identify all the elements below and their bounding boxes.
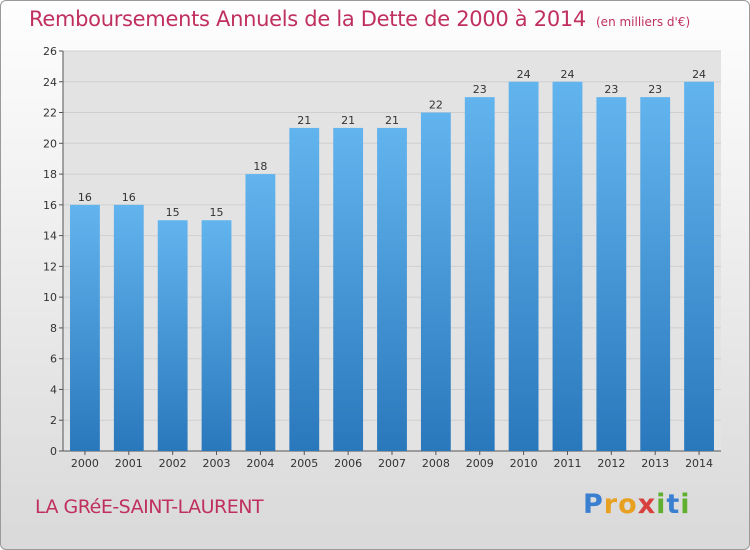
- data-label: 16: [78, 191, 92, 204]
- data-label: 24: [517, 68, 531, 81]
- bar-2002: [157, 220, 188, 451]
- bars: [70, 81, 714, 452]
- x-tick-label: 2011: [553, 457, 581, 470]
- data-label: 22: [429, 99, 443, 112]
- bar-2009: [464, 97, 495, 452]
- y-tick-label: 10: [43, 291, 57, 304]
- bar-2011: [552, 81, 583, 452]
- chart-title: Remboursements Annuels de la Dette de 20…: [29, 7, 690, 31]
- x-tick-label: 2004: [246, 457, 274, 470]
- data-labels: 16 16 15 15 18 21 21 21 22 23 24 24 23 23 24: [78, 68, 706, 219]
- data-label: 21: [341, 114, 355, 127]
- bar-2006: [333, 127, 364, 451]
- y-tick-label: 22: [43, 107, 57, 120]
- x-tick-label: 2008: [422, 457, 450, 470]
- y-tick-label: 14: [43, 230, 57, 243]
- y-tick-label: 8: [50, 322, 57, 335]
- bar-2012: [596, 97, 627, 452]
- y-tick-label: 18: [43, 168, 57, 181]
- x-tick-label: 2006: [334, 457, 362, 470]
- logo-letter: i: [680, 489, 691, 520]
- bar-2003: [201, 220, 232, 451]
- logo-letter: x: [637, 489, 657, 520]
- bar-2005: [289, 127, 320, 451]
- x-tick-label: 2010: [510, 457, 538, 470]
- bar-2007: [377, 127, 407, 451]
- data-label: 24: [560, 68, 574, 81]
- data-label: 18: [253, 160, 267, 173]
- chart-title-text: Remboursements Annuels de la Dette de 20…: [29, 7, 586, 31]
- x-tick-label: 2005: [290, 457, 318, 470]
- data-label: 24: [692, 68, 706, 81]
- logo-letter: t: [666, 489, 681, 520]
- y-tick-label: 2: [50, 414, 57, 427]
- data-label: 21: [385, 114, 399, 127]
- data-label: 15: [210, 206, 224, 219]
- x-tick-label: 2002: [159, 457, 187, 470]
- y-tick-label: 20: [43, 137, 57, 150]
- data-label: 16: [122, 191, 136, 204]
- chart-unit: (en milliers d'€): [596, 15, 691, 29]
- x-tick-label: 2001: [115, 457, 143, 470]
- bar-2001: [113, 204, 144, 451]
- x-tick-label: 2007: [378, 457, 406, 470]
- bar-2008: [420, 112, 451, 452]
- bar-2010: [508, 81, 539, 452]
- bar-2013: [640, 97, 671, 452]
- bar-2000: [70, 204, 100, 451]
- data-label: 23: [648, 83, 662, 96]
- logo-letter: P: [583, 489, 604, 520]
- bar-2004: [245, 174, 276, 452]
- y-tick-label: 0: [50, 445, 57, 458]
- logo-letter: o: [618, 489, 638, 520]
- data-label: 21: [297, 114, 311, 127]
- x-tick-label: 2003: [203, 457, 231, 470]
- logo-letter: r: [603, 489, 619, 520]
- y-tick-label: 6: [50, 353, 57, 366]
- bar-2014: [684, 81, 714, 452]
- proxiti-logo[interactable]: Proxiti: [583, 489, 691, 520]
- data-label: 23: [473, 83, 487, 96]
- logo-letter: i: [656, 489, 667, 520]
- y-tick-label: 12: [43, 260, 57, 273]
- y-tick-label: 26: [43, 45, 57, 58]
- x-tick-label: 2014: [685, 457, 713, 470]
- x-tick-label: 2009: [466, 457, 494, 470]
- y-tick-label: 24: [43, 76, 57, 89]
- data-label: 15: [166, 206, 180, 219]
- x-tick-label: 2013: [641, 457, 669, 470]
- y-tick-label: 4: [50, 383, 57, 396]
- data-label: 23: [604, 83, 618, 96]
- y-tick-label: 16: [43, 199, 57, 212]
- x-tick-label: 2000: [71, 457, 99, 470]
- commune-name: LA GRéE-SAINT-LAURENT: [35, 496, 264, 518]
- x-tick-label: 2012: [597, 457, 625, 470]
